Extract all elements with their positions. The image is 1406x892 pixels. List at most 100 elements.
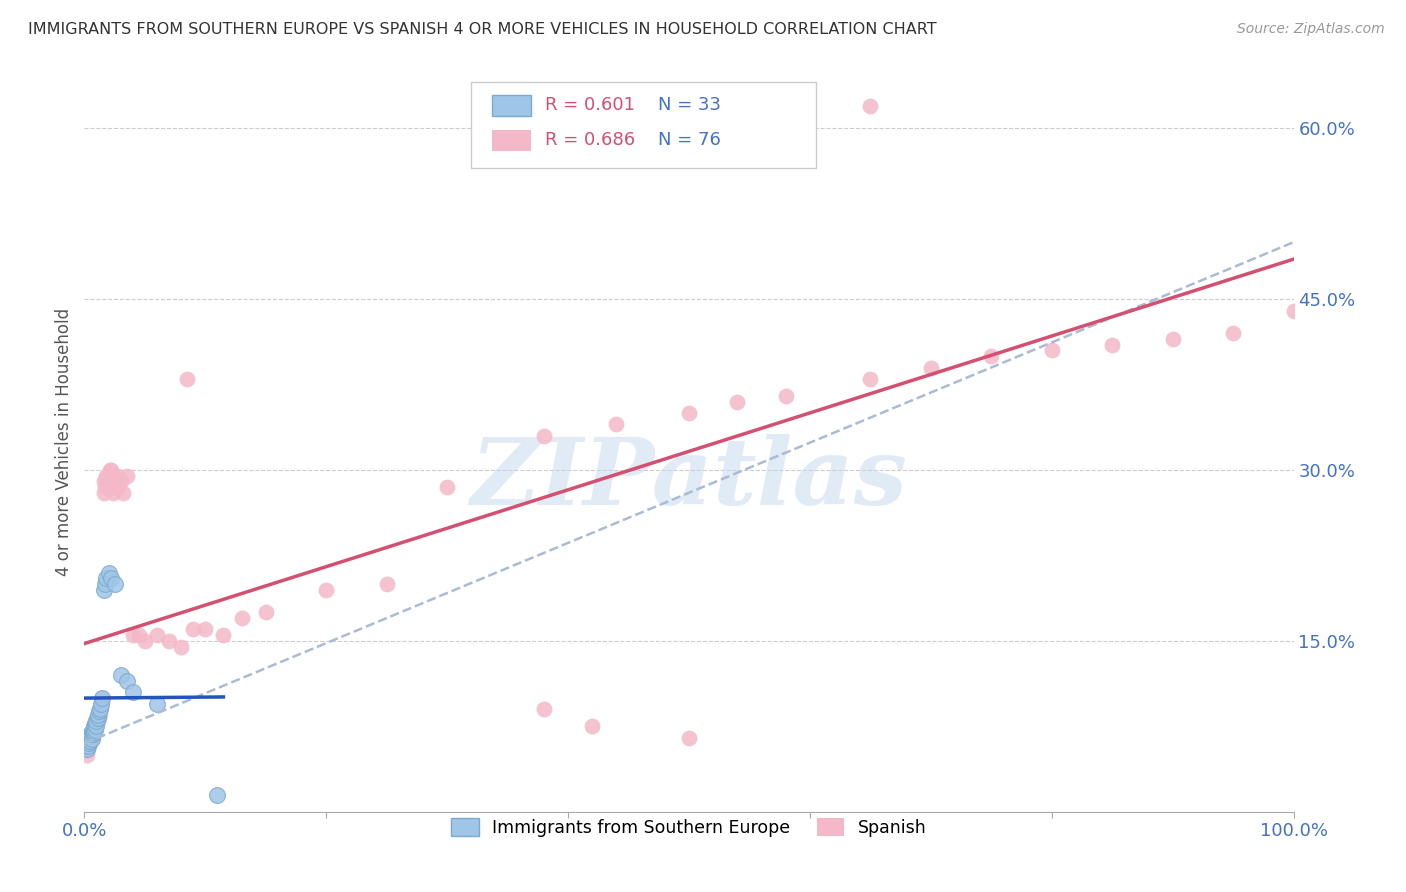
Point	[93, 582, 115, 597]
Point	[134, 633, 156, 648]
Point	[82, 727, 104, 741]
Point	[115, 673, 138, 688]
Point	[920, 360, 942, 375]
Point	[436, 480, 458, 494]
Point	[96, 480, 118, 494]
Point	[87, 705, 110, 719]
Point	[775, 389, 797, 403]
Text: R = 0.686: R = 0.686	[546, 131, 636, 149]
Point	[94, 468, 117, 483]
Point	[103, 485, 125, 500]
Point	[91, 695, 114, 709]
Bar	[492, 130, 530, 151]
Point	[79, 727, 101, 741]
Point	[375, 577, 398, 591]
Point	[1101, 337, 1123, 351]
Point	[80, 731, 103, 745]
Point	[94, 577, 117, 591]
FancyBboxPatch shape	[471, 82, 815, 168]
Point	[1282, 303, 1305, 318]
Point	[80, 725, 103, 739]
Point	[83, 719, 105, 733]
Point	[101, 468, 124, 483]
Point	[98, 463, 121, 477]
Point	[86, 719, 108, 733]
Point	[84, 715, 107, 730]
Text: Source: ZipAtlas.com: Source: ZipAtlas.com	[1237, 22, 1385, 37]
Point	[77, 736, 100, 750]
Text: ZIPatlas: ZIPatlas	[471, 434, 907, 524]
Point	[121, 628, 143, 642]
Point	[581, 719, 603, 733]
Point	[84, 723, 107, 737]
Point	[86, 711, 108, 725]
Point	[157, 633, 180, 648]
Point	[115, 468, 138, 483]
Point	[90, 697, 112, 711]
Point	[107, 480, 129, 494]
Point	[146, 628, 169, 642]
Point	[533, 429, 555, 443]
Point	[84, 715, 107, 730]
Point	[980, 349, 1002, 363]
Point	[87, 705, 110, 719]
Point	[194, 623, 217, 637]
Legend: Immigrants from Southern Europe, Spanish: Immigrants from Southern Europe, Spanish	[444, 811, 934, 844]
Point	[128, 628, 150, 642]
Point	[86, 707, 108, 722]
Point	[97, 468, 120, 483]
Point	[84, 722, 107, 736]
Point	[76, 742, 98, 756]
Point	[859, 372, 882, 386]
Point	[77, 742, 100, 756]
Point	[89, 706, 111, 721]
Point	[678, 406, 700, 420]
Point	[80, 725, 103, 739]
Point	[1161, 332, 1184, 346]
Point	[176, 372, 198, 386]
Point	[79, 727, 101, 741]
Point	[110, 475, 132, 489]
Point	[181, 623, 204, 637]
Point	[110, 668, 132, 682]
Point	[533, 702, 555, 716]
Point	[79, 734, 101, 748]
Point	[77, 731, 100, 745]
Point	[775, 121, 797, 136]
Point	[90, 700, 112, 714]
Point	[89, 702, 111, 716]
Point	[94, 571, 117, 585]
Point	[1222, 326, 1244, 341]
Point	[170, 640, 193, 654]
Point	[86, 714, 108, 728]
Point	[82, 723, 104, 737]
Text: N = 76: N = 76	[658, 131, 720, 149]
Point	[100, 463, 122, 477]
Point	[231, 611, 253, 625]
Bar	[492, 95, 530, 116]
Point	[97, 566, 120, 580]
Point	[77, 739, 100, 753]
Point	[859, 98, 882, 112]
Point	[207, 788, 229, 802]
Point	[83, 725, 105, 739]
Point	[94, 480, 117, 494]
Text: R = 0.601: R = 0.601	[546, 96, 636, 114]
Point	[146, 697, 169, 711]
Point	[82, 727, 104, 741]
Point	[87, 710, 110, 724]
Text: N = 33: N = 33	[658, 96, 720, 114]
Text: IMMIGRANTS FROM SOUTHERN EUROPE VS SPANISH 4 OR MORE VEHICLES IN HOUSEHOLD CORRE: IMMIGRANTS FROM SOUTHERN EUROPE VS SPANI…	[28, 22, 936, 37]
Point	[104, 480, 127, 494]
Point	[254, 606, 277, 620]
Point	[605, 417, 627, 432]
Point	[80, 731, 103, 746]
Point	[79, 734, 101, 748]
Point	[77, 731, 100, 745]
Point	[121, 685, 143, 699]
Point	[86, 718, 108, 732]
Point	[315, 582, 337, 597]
Point	[93, 475, 115, 489]
Point	[83, 725, 105, 739]
Point	[77, 736, 100, 750]
